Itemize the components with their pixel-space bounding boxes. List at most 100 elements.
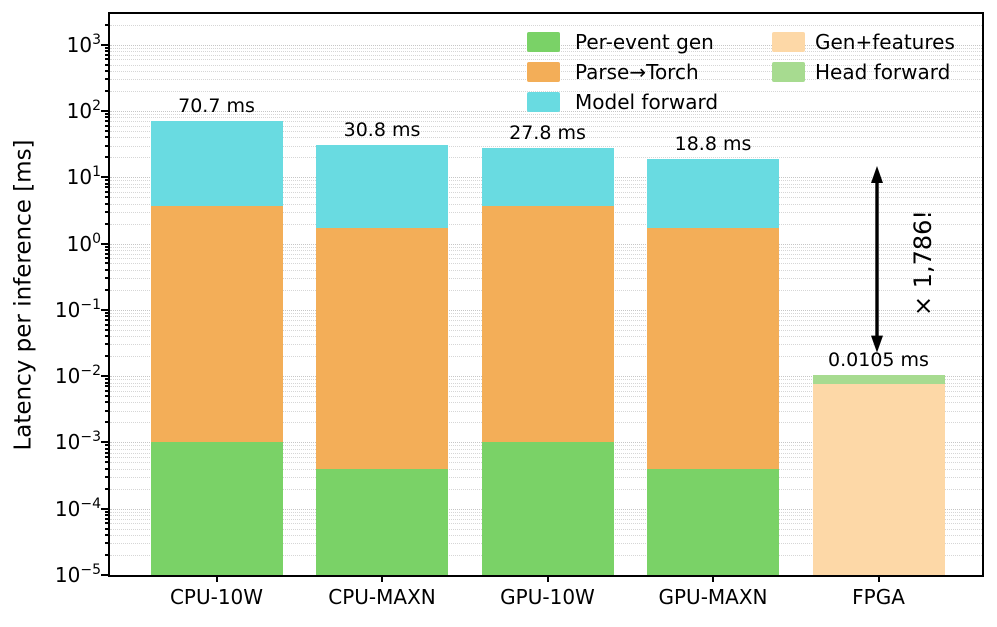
y-minor-tick <box>105 467 110 470</box>
y-minor-tick <box>105 343 110 346</box>
y-minor-tick <box>105 210 110 213</box>
x-tick-label-cpu-10w: CPU-10W <box>169 585 264 609</box>
y-minor-tick <box>105 120 110 123</box>
y-major-tick <box>101 375 110 378</box>
y-minor-tick <box>105 517 110 520</box>
y-minor-tick <box>105 248 110 251</box>
legend-swatch-head-forward <box>772 62 805 82</box>
bar-segment-gen-features <box>812 383 945 575</box>
bar-total-label: 18.8 ms <box>674 133 752 156</box>
x-tick-label-gpu-maxn: GPU-MAXN <box>658 585 768 609</box>
y-minor-tick <box>105 355 110 358</box>
bar-segment-per-event-gen <box>647 468 779 575</box>
y-minor-tick <box>105 335 110 338</box>
legend-label: Gen+features <box>815 30 955 54</box>
y-minor-tick <box>105 401 110 404</box>
y-minor-tick <box>105 328 110 331</box>
y-tick-label: 10−5 <box>54 562 101 587</box>
y-minor-tick <box>105 487 110 490</box>
minor-gridline <box>110 113 982 115</box>
bar-segment-parse-torch <box>647 228 779 469</box>
y-minor-tick <box>105 63 110 66</box>
y-tick-label: 101 <box>66 164 101 190</box>
x-tick <box>546 575 549 582</box>
legend-label: Parse→Torch <box>575 60 699 84</box>
y-minor-tick <box>105 542 110 545</box>
y-minor-tick <box>105 447 110 450</box>
speedup-arrow <box>866 165 888 353</box>
y-tick-label: 102 <box>66 97 101 123</box>
y-minor-tick <box>105 179 110 182</box>
bar-segment-parse-torch <box>481 205 614 443</box>
bar-total-label: 0.0105 ms <box>828 348 929 371</box>
y-minor-tick <box>105 252 110 255</box>
y-minor-tick <box>105 381 110 384</box>
bar-segment-parse-torch <box>316 228 448 469</box>
y-minor-tick <box>105 514 110 517</box>
y-tick-label: 10−1 <box>54 296 101 322</box>
y-minor-tick <box>105 554 110 557</box>
y-major-tick <box>101 308 110 311</box>
y-minor-tick <box>105 461 110 464</box>
y-minor-tick <box>105 129 110 132</box>
y-minor-tick <box>105 262 110 265</box>
y-minor-tick <box>105 268 110 271</box>
y-minor-tick <box>105 378 110 381</box>
y-minor-tick <box>105 315 110 318</box>
y-minor-tick <box>105 89 110 92</box>
legend-swatch-model-forward <box>527 92 560 112</box>
legend-label: Model forward <box>575 90 719 114</box>
y-minor-tick <box>105 527 110 530</box>
y-minor-tick <box>105 451 110 454</box>
y-major-tick <box>101 242 110 245</box>
y-minor-tick <box>105 112 110 115</box>
y-minor-tick <box>105 116 110 119</box>
bar-segment-per-event-gen <box>316 468 448 575</box>
minor-gridline <box>110 125 982 127</box>
y-minor-tick <box>105 456 110 459</box>
y-minor-tick <box>105 190 110 193</box>
y-minor-tick <box>105 409 110 412</box>
y-major-tick <box>101 574 110 576</box>
y-minor-tick <box>105 46 110 49</box>
y-minor-tick <box>105 144 110 147</box>
y-tick-label: 10−2 <box>54 363 101 389</box>
bar-segment-model-forward <box>316 144 448 229</box>
minor-gridline <box>110 90 982 92</box>
minor-gridline <box>110 24 982 26</box>
legend-swatch-parse-torch <box>527 62 560 82</box>
y-minor-tick <box>105 202 110 205</box>
minor-gridline <box>110 59 982 61</box>
bar-segment-model-forward <box>150 120 283 206</box>
y-major-tick <box>101 43 110 46</box>
x-tick <box>381 575 383 582</box>
y-minor-tick <box>105 182 110 185</box>
y-minor-tick <box>105 186 110 189</box>
y-minor-tick <box>105 78 110 81</box>
y-minor-tick <box>105 323 110 326</box>
y-minor-tick <box>105 124 110 127</box>
legend-label: Head forward <box>815 60 951 84</box>
x-tick-label-fpga: FPGA <box>852 585 905 609</box>
y-major-tick <box>101 109 110 112</box>
y-minor-tick <box>105 245 110 248</box>
legend-swatch-gen-features <box>772 32 805 52</box>
y-minor-tick <box>105 196 110 199</box>
y-tick-label: 10−3 <box>54 429 101 455</box>
bar-segment-model-forward <box>647 159 779 229</box>
minor-gridline <box>110 121 982 123</box>
y-minor-tick <box>105 50 110 53</box>
y-minor-tick <box>105 222 110 225</box>
bar-segment-head-forward <box>812 374 945 384</box>
x-tick <box>215 575 218 582</box>
y-minor-tick <box>105 136 110 139</box>
y-minor-tick <box>105 534 110 537</box>
y-minor-tick <box>105 156 110 159</box>
y-minor-tick <box>105 444 110 447</box>
x-tick <box>712 575 714 582</box>
x-tick-label-cpu-maxn: CPU-MAXN <box>328 585 436 609</box>
legend-label: Per-event gen <box>575 30 714 54</box>
y-minor-tick <box>105 23 110 26</box>
minor-gridline <box>110 145 982 147</box>
